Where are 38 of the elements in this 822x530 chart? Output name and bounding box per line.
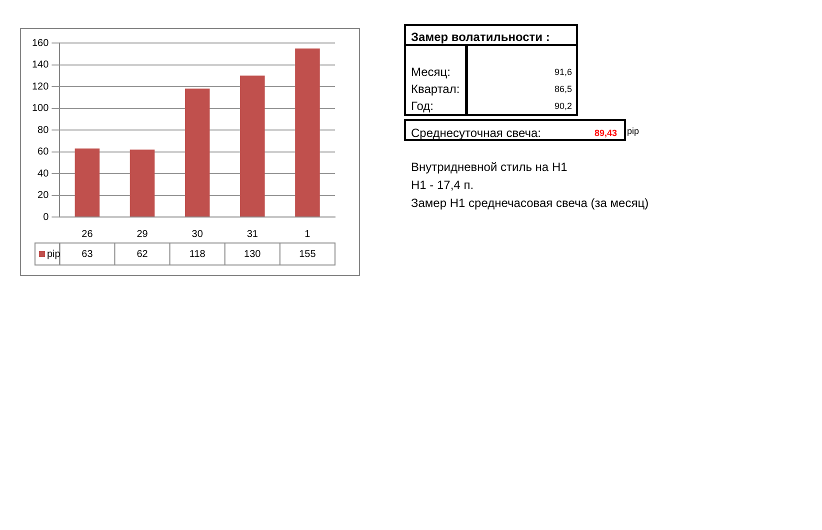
y-tick-label: 160 bbox=[32, 38, 50, 49]
legend-label: pip bbox=[47, 248, 61, 260]
y-tick-label: 80 bbox=[38, 124, 50, 136]
text: Замер H1 среднечасовая свеча (за месяц) bbox=[411, 196, 649, 210]
text: Среднесуточная свеча: bbox=[411, 126, 541, 140]
y-tick-label: 20 bbox=[38, 190, 50, 201]
y-tick-label: 0 bbox=[43, 212, 50, 223]
bar bbox=[74, 148, 100, 216]
bar bbox=[184, 88, 210, 216]
data-label: 118 bbox=[189, 248, 206, 260]
x-tick-label: 26 bbox=[82, 228, 94, 240]
text: 91,6 bbox=[554, 67, 572, 77]
y-tick-label: 40 bbox=[38, 168, 50, 180]
text: Внутридневной стиль на H1 bbox=[411, 160, 568, 174]
bar bbox=[240, 76, 265, 216]
text: pip bbox=[627, 126, 640, 136]
y-tick-label: 100 bbox=[32, 103, 50, 114]
bar bbox=[130, 150, 155, 216]
y-tick-label: 60 bbox=[38, 146, 50, 158]
x-tick-label: 29 bbox=[136, 228, 148, 240]
y-tick-label: 140 bbox=[32, 60, 50, 70]
data-label: 62 bbox=[136, 248, 148, 260]
text: 89,43 bbox=[594, 128, 617, 138]
text: Месяц: bbox=[411, 65, 451, 79]
data-label: 155 bbox=[299, 248, 316, 260]
x-tick-label: 31 bbox=[246, 228, 258, 240]
data-label: 130 bbox=[244, 248, 262, 260]
text: Замер волатильности : bbox=[411, 30, 550, 44]
text: H1 - 17,4 п. bbox=[411, 178, 474, 192]
x-tick-label: 1 bbox=[304, 228, 311, 240]
text: 86,5 bbox=[554, 84, 572, 94]
bar bbox=[295, 48, 320, 216]
text: 90,2 bbox=[554, 101, 572, 111]
y-tick-label: 120 bbox=[32, 81, 50, 92]
text: Год: bbox=[411, 99, 434, 113]
data-label: 63 bbox=[82, 248, 94, 260]
x-tick-label: 30 bbox=[192, 228, 204, 240]
text: Квартал: bbox=[411, 82, 460, 96]
